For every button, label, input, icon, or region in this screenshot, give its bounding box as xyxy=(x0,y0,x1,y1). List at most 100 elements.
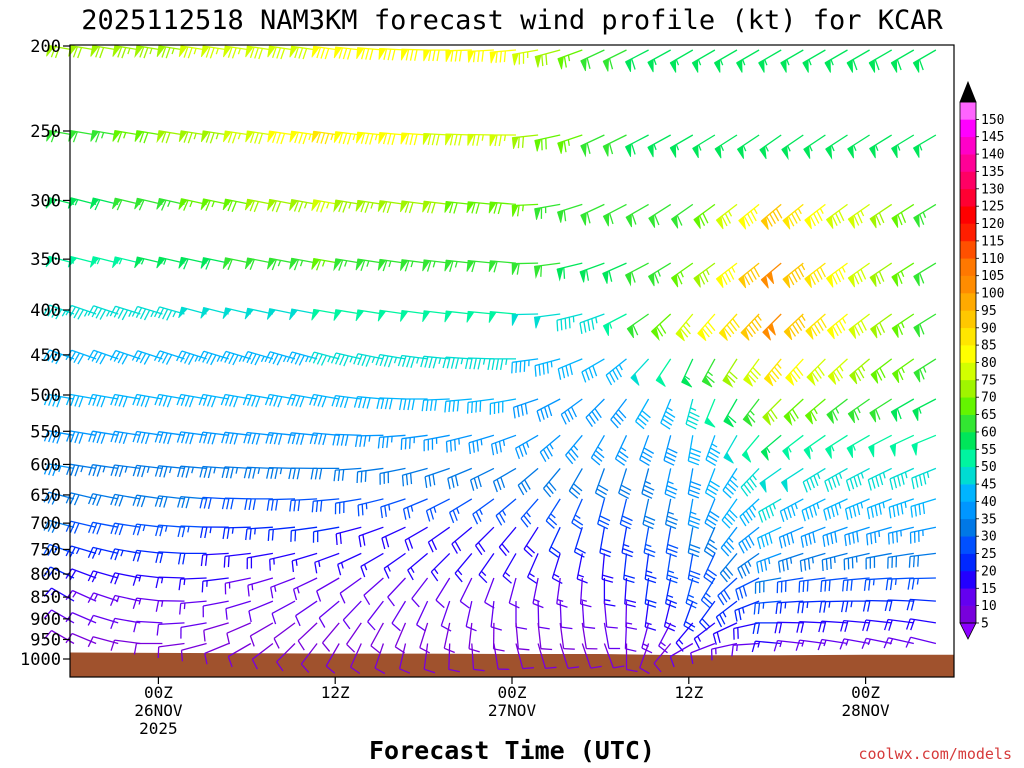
colorbar-label-55: 55 xyxy=(981,443,997,458)
colorbar-swatch-60 xyxy=(960,414,976,433)
colorbar-swatch-30 xyxy=(960,518,976,537)
barb-200--1.5 xyxy=(112,45,141,59)
y-tick-label-300: 300 xyxy=(30,191,61,211)
barb-550-37.5 xyxy=(705,435,721,466)
barb-250-24 xyxy=(489,134,516,147)
barb-250-48 xyxy=(847,134,870,159)
colorbar-label-100: 100 xyxy=(981,287,1004,302)
barb-700-37.5 xyxy=(703,526,718,558)
barb-450-51 xyxy=(891,358,915,384)
barb-600-12 xyxy=(310,467,340,480)
barb-700-27 xyxy=(548,526,561,558)
barb-650-13.5 xyxy=(334,498,362,515)
y-tick-label-550: 550 xyxy=(30,422,61,442)
colorbar-over-arrow xyxy=(959,80,977,103)
barb-500-30 xyxy=(585,398,605,427)
y-tick-label-650: 650 xyxy=(30,486,61,506)
barb-750-22.5 xyxy=(478,553,495,584)
barb-250-33 xyxy=(624,134,649,157)
barb-950-0 xyxy=(133,642,163,655)
barb-700-25.5 xyxy=(523,526,539,558)
barb-550-22.5 xyxy=(468,434,495,455)
colorbar-label-110: 110 xyxy=(981,252,1004,267)
barb-400-51 xyxy=(891,313,915,338)
barb-550-28.5 xyxy=(565,434,583,465)
barb-350-10.5 xyxy=(289,257,318,271)
barb-500-36 xyxy=(685,398,700,430)
barb-650-49.5 xyxy=(866,498,892,520)
colorbar-label-35: 35 xyxy=(981,512,997,527)
barb-650-21 xyxy=(448,498,473,524)
barb-450-3 xyxy=(176,350,207,366)
barb-900-1.5 xyxy=(156,622,185,636)
barb-700-31.5 xyxy=(621,527,634,558)
credit-link[interactable]: coolwx.com/models xyxy=(858,745,1012,763)
barb-750-16.5 xyxy=(383,552,406,579)
barb-750-3 xyxy=(177,552,207,565)
barb-850-1.5 xyxy=(155,600,185,612)
barb-800-37.5 xyxy=(700,577,716,609)
barb-800--3 xyxy=(87,570,119,583)
barb-500-51 xyxy=(890,398,915,422)
barb-650-25.5 xyxy=(520,498,539,528)
barb-300-48 xyxy=(847,203,870,229)
barb-800-43.5 xyxy=(776,577,804,594)
barb-750-10.5 xyxy=(291,552,318,573)
y-tick-label-400: 400 xyxy=(30,301,61,321)
barb-450-7.5 xyxy=(242,350,274,366)
colorbar-label-30: 30 xyxy=(981,530,997,545)
barb-450-31.5 xyxy=(605,358,627,386)
chart-title: 2025112518 NAM3KM forecast wind profile … xyxy=(81,5,943,36)
barb-350-45 xyxy=(804,262,826,288)
colorbar-swatch-120 xyxy=(960,206,976,224)
barb-650-15 xyxy=(357,498,384,517)
barb-300-52.5 xyxy=(913,203,937,228)
barb-350-40.5 xyxy=(738,262,760,289)
barb-450-10.5 xyxy=(286,351,318,366)
barb-600-25.5 xyxy=(517,467,539,496)
barb-700-22.5 xyxy=(474,526,495,556)
barb-400-24 xyxy=(488,311,517,323)
barb-550-46.5 xyxy=(825,434,848,459)
barb-950-39 xyxy=(710,642,738,661)
y-tick-label-600: 600 xyxy=(30,455,61,475)
barb-500-37.5 xyxy=(704,398,716,428)
barb-300-30 xyxy=(580,203,605,226)
barb-700-30 xyxy=(599,527,612,558)
barb-850--3 xyxy=(87,592,119,604)
colorbar-label-95: 95 xyxy=(981,304,997,319)
barb-750-52.5 xyxy=(908,552,936,568)
barb-800-39 xyxy=(717,577,738,606)
barb-600-37.5 xyxy=(704,468,720,500)
barb-500-21 xyxy=(444,398,472,413)
barb-200-36 xyxy=(669,49,694,73)
barb-200-49.5 xyxy=(868,49,893,73)
barb-750-4.5 xyxy=(200,552,229,567)
colorbar-swatch-90 xyxy=(960,310,976,329)
barb-500-25.5 xyxy=(512,398,539,419)
barb-300-24 xyxy=(488,201,517,215)
barb-800-27 xyxy=(556,577,568,608)
colorbar-label-85: 85 xyxy=(981,339,997,354)
y-axis: 200 250 300 350 400 450 500 550 600 650 700 750 800 8… xyxy=(20,37,70,670)
colorbar-label-45: 45 xyxy=(981,478,997,493)
colorbar-swatch-70 xyxy=(960,379,976,398)
barb-900-10.5 xyxy=(297,622,318,651)
barb-550-30 xyxy=(590,434,605,466)
barb-250-49.5 xyxy=(869,134,893,159)
y-tick-label-850: 850 xyxy=(30,588,61,608)
barb-800-34.5 xyxy=(664,577,678,609)
colorbar-swatch-65 xyxy=(960,397,976,415)
barb-750-40.5 xyxy=(737,552,760,579)
barb-200-42 xyxy=(758,49,782,73)
barb-300-40.5 xyxy=(738,203,760,230)
barb-400-1.5 xyxy=(154,306,185,321)
barb-500-18 xyxy=(398,398,428,411)
barb-400--1.5 xyxy=(109,305,141,321)
barb-550-40.5 xyxy=(741,434,760,463)
barb-900-24 xyxy=(515,622,530,651)
barb-950-16.5 xyxy=(398,643,411,674)
colorbar-swatch-150 xyxy=(960,102,976,120)
barb-650-10.5 xyxy=(289,498,318,512)
colorbar-swatch-140 xyxy=(960,136,976,155)
